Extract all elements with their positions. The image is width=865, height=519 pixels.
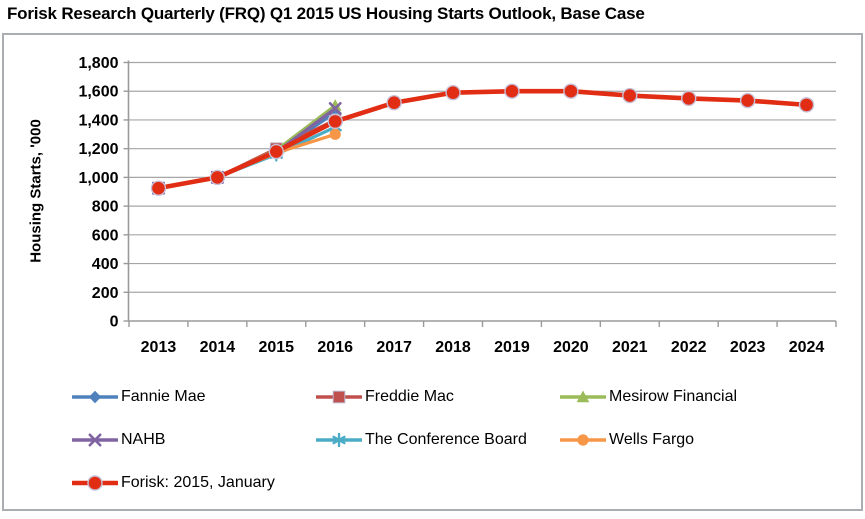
legend-label-mesirow-financial: Mesirow Financial	[609, 387, 738, 405]
legend-item-forisk: Forisk: 2015, January	[72, 461, 275, 504]
legend-item-wells-fargo: Wells Fargo	[560, 418, 694, 461]
conference-board-asterisk-marker-icon	[316, 432, 362, 447]
svg-text:2021: 2021	[612, 339, 648, 356]
svg-text:600: 600	[92, 227, 119, 244]
svg-text:2022: 2022	[671, 339, 707, 356]
svg-text:2018: 2018	[435, 339, 471, 356]
chart-title: Forisk Research Quarterly (FRQ) Q1 2015 …	[7, 4, 645, 23]
svg-text:200: 200	[92, 285, 119, 302]
legend-item-mesirow-financial: Mesirow Financial	[560, 375, 737, 418]
chart-frame	[2, 33, 863, 511]
svg-text:2013: 2013	[141, 339, 177, 356]
y-axis-title: Housing Starts, '000	[27, 119, 45, 263]
svg-text:2017: 2017	[376, 339, 412, 356]
svg-text:400: 400	[92, 256, 119, 273]
legend-label-conference-board: The Conference Board	[365, 430, 527, 448]
svg-text:1,800: 1,800	[78, 55, 118, 72]
svg-text:2015: 2015	[258, 339, 294, 356]
svg-text:1,600: 1,600	[78, 84, 118, 101]
mesirow-triangle-marker-icon	[560, 390, 606, 402]
svg-text:1,200: 1,200	[78, 141, 118, 158]
svg-text:1,000: 1,000	[78, 170, 118, 187]
svg-text:1,400: 1,400	[78, 112, 118, 129]
svg-text:2014: 2014	[200, 339, 236, 356]
chart-legend: Fannie Mae Freddie Mac Mesirow Financial…	[0, 375, 865, 504]
legend-item-freddie-mac: Freddie Mac	[316, 375, 454, 418]
svg-text:2024: 2024	[789, 339, 825, 356]
freddie-mac-square-marker-icon	[316, 390, 362, 403]
legend-item-conference-board: The Conference Board	[316, 418, 527, 461]
legend-label-fannie-mae: Fannie Mae	[121, 387, 206, 405]
legend-label-freddie-mac: Freddie Mac	[365, 387, 454, 405]
svg-text:800: 800	[92, 199, 119, 216]
svg-text:2019: 2019	[494, 339, 530, 356]
wells-fargo-circle-marker-icon	[560, 433, 606, 446]
fannie-mae-diamond-marker-icon	[72, 390, 118, 403]
svg-text:2020: 2020	[553, 339, 589, 356]
legend-item-fannie-mae: Fannie Mae	[72, 375, 206, 418]
legend-row-3: Forisk: 2015, January	[0, 461, 865, 504]
legend-label-forisk: Forisk: 2015, January	[121, 473, 275, 491]
svg-text:2023: 2023	[730, 339, 766, 356]
forisk-circle-marker-icon	[72, 474, 118, 491]
svg-text:0: 0	[110, 314, 119, 331]
legend-row-2: NAHB The Conference Board Wells Fargo	[0, 418, 865, 461]
nahb-x-marker-icon	[72, 433, 118, 446]
legend-label-wells-fargo: Wells Fargo	[609, 430, 695, 448]
svg-text:2016: 2016	[317, 339, 353, 356]
legend-label-nahb: NAHB	[121, 430, 166, 448]
legend-row-1: Fannie Mae Freddie Mac Mesirow Financial	[0, 375, 865, 418]
legend-item-nahb: NAHB	[72, 418, 165, 461]
